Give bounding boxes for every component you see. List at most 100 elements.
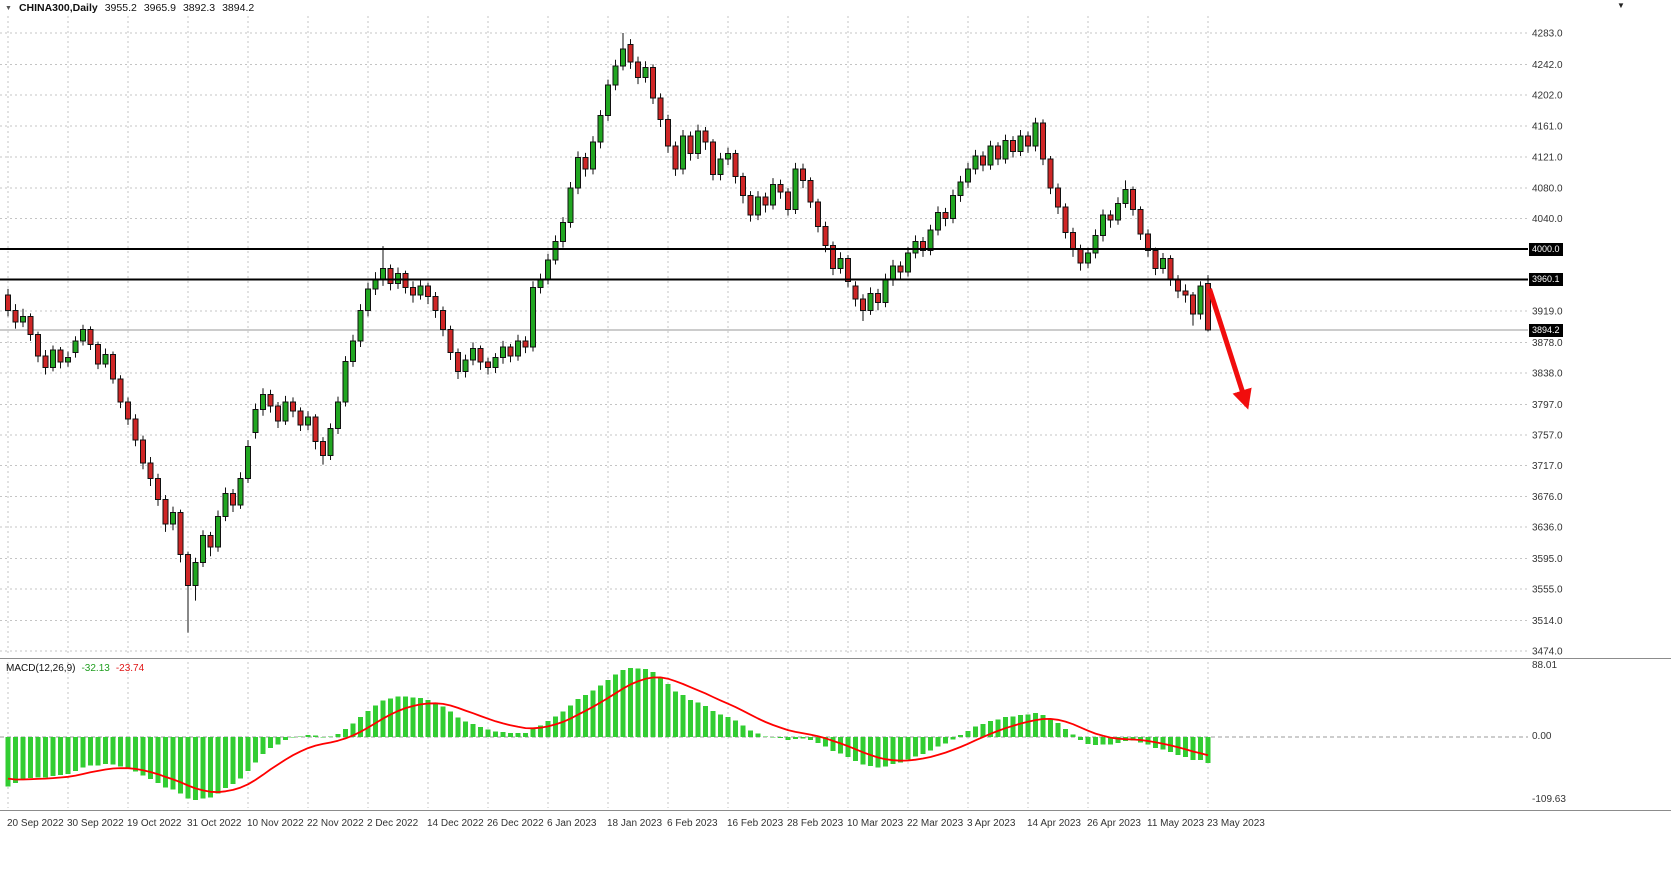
macd-histogram-bar [1070, 734, 1076, 738]
macd-scale-top: 88.01 [1532, 660, 1558, 671]
candle-body [957, 181, 964, 197]
macd-histogram-bar [905, 737, 911, 760]
macd-histogram-bar [1198, 737, 1203, 761]
x-axis-label: 10 Nov 2022 [247, 818, 304, 829]
candle-body [305, 416, 311, 426]
ohlc-open-value: 3955.2 [104, 2, 137, 14]
macd-histogram-bar [88, 737, 93, 766]
x-axis-label: 6 Jan 2023 [547, 818, 597, 829]
candle-body [222, 493, 229, 518]
macd-histogram-bar [658, 677, 663, 738]
candle-body [245, 445, 251, 479]
macd-histogram-bar [763, 736, 768, 738]
macd-histogram-bar [605, 679, 611, 738]
chart-corner-icon[interactable]: ▼ [1617, 1, 1625, 10]
trend-arrow-object[interactable] [1207, 288, 1252, 410]
candle-body [485, 361, 491, 369]
macd-histogram-bar [890, 737, 896, 765]
candle-body [207, 535, 214, 548]
candle-body [732, 153, 739, 178]
macd-histogram-bar [913, 737, 918, 757]
candle-body [845, 257, 851, 282]
macd-histogram-bar [335, 733, 341, 738]
candle-body [695, 130, 701, 155]
macd-histogram-bar [643, 668, 648, 738]
candle-body [12, 309, 19, 323]
candle-body [852, 285, 859, 300]
candle-body [612, 65, 619, 86]
candle-body [410, 286, 416, 296]
candle-body [522, 340, 529, 348]
macd-histogram-bar [50, 737, 56, 777]
candle-body [650, 66, 656, 99]
macd-histogram-bar [830, 737, 836, 752]
macd-histogram-bar [1085, 737, 1091, 744]
macd-histogram-bar [373, 705, 378, 738]
candle-body [1010, 140, 1016, 152]
macd-histogram-bar [155, 737, 161, 784]
candle-body [912, 241, 919, 254]
macd-histogram-bar [440, 706, 446, 738]
candle-body [1062, 206, 1069, 233]
candle-body [117, 378, 124, 403]
candle-body [830, 244, 836, 269]
candle-body [447, 328, 454, 353]
macd-histogram-bar [410, 697, 416, 738]
candle-body [237, 477, 244, 506]
macd-histogram-bar [28, 737, 33, 778]
candle-body [1092, 234, 1099, 254]
y-axis-label: 3757.0 [1532, 430, 1563, 441]
macd-histogram-bar [995, 719, 1001, 738]
candle-body [252, 409, 259, 434]
candle-body [537, 279, 544, 288]
candle-body [1115, 202, 1121, 221]
candle-body [672, 145, 679, 170]
macd-histogram-bar [793, 737, 798, 739]
macd-histogram-bar [448, 711, 453, 738]
candle-body [815, 201, 821, 227]
x-axis-label: 22 Nov 2022 [307, 818, 364, 829]
candle-body [1032, 122, 1039, 147]
macd-histogram-bar [95, 737, 101, 766]
macd-indicator-label: MACD(12,26,9) -32.13 -23.74 [6, 663, 144, 674]
macd-histogram-bar [1183, 737, 1188, 758]
candle-body [140, 439, 146, 464]
candle-body [185, 554, 191, 586]
macd-histogram-bar [365, 710, 371, 738]
symbol-dropdown-icon[interactable]: ▼ [5, 4, 12, 12]
macd-histogram-bar [613, 674, 618, 738]
candle-body [755, 196, 761, 216]
macd-histogram-bar [1205, 737, 1211, 764]
candle-body [1002, 140, 1009, 160]
macd-histogram-bar [418, 698, 423, 738]
macd-histogram-bar [313, 735, 318, 738]
macd-histogram-bar [815, 737, 821, 743]
y-axis-label: 3878.0 [1532, 338, 1563, 349]
y-axis-label: 4283.0 [1532, 29, 1563, 40]
candle-body [125, 401, 131, 420]
macd-histogram-bar [238, 737, 243, 779]
candle-body [230, 493, 236, 506]
macd-histogram-bar [478, 726, 483, 738]
macd-histogram-bar [5, 737, 11, 787]
candle-body [27, 315, 34, 336]
candle-body [372, 279, 379, 290]
macd-histogram-bar [703, 705, 708, 738]
candle-body [530, 286, 536, 348]
x-axis-label: 31 Oct 2022 [187, 818, 242, 829]
candle-body [1175, 279, 1181, 292]
macd-histogram-bar [185, 737, 191, 799]
macd-histogram-bar [388, 698, 393, 738]
candle-body [950, 195, 956, 220]
candle-body [147, 462, 154, 479]
macd-histogram-bar [193, 737, 198, 800]
macd-histogram-bar [215, 737, 221, 794]
x-axis-label: 14 Dec 2022 [427, 818, 484, 829]
candle-body [1182, 290, 1189, 296]
candle-body [155, 477, 161, 501]
candle-body [177, 512, 184, 556]
macd-histogram-bar [118, 737, 123, 767]
macd-histogram-bar [320, 737, 326, 738]
candle-body [80, 328, 86, 342]
